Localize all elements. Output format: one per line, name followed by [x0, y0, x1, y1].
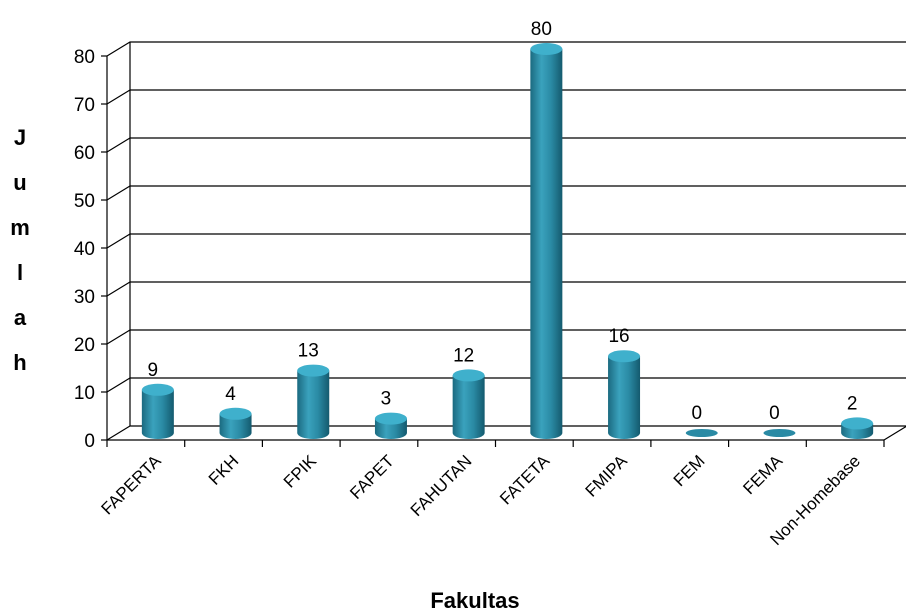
data-label: 80	[531, 19, 552, 40]
x-tick-label: FAHUTAN	[407, 451, 476, 520]
data-label: 3	[381, 389, 392, 410]
bars	[141, 43, 874, 440]
data-label: 4	[225, 384, 236, 405]
bar	[530, 43, 563, 440]
gridline	[106, 89, 906, 105]
gridline	[106, 329, 906, 345]
x-tick-label: FMIPA	[582, 451, 632, 501]
gridline	[106, 281, 906, 297]
data-label: 9	[148, 360, 159, 381]
data-labels: 9 4 13 3 12 80 16 0 0 2	[148, 19, 858, 424]
x-tick-label: FEM	[670, 451, 709, 490]
data-label: 13	[298, 341, 319, 362]
y-tick-label: 70	[74, 95, 95, 116]
axes	[101, 42, 906, 447]
bar	[763, 429, 796, 437]
y-tick-label: 50	[74, 191, 95, 212]
floor-right-edge	[883, 425, 906, 441]
y-tick-label: 40	[74, 239, 95, 260]
y-axis-label-char: h	[13, 350, 26, 375]
data-label: 0	[691, 403, 702, 424]
gridline	[106, 185, 906, 201]
y-axis-label-char: l	[17, 260, 23, 285]
data-label: 12	[453, 345, 474, 366]
x-axis-label: Fakultas	[430, 588, 519, 613]
bar	[685, 429, 718, 437]
x-tick-label: FPIK	[280, 451, 321, 492]
y-axis-label-char: m	[10, 215, 30, 240]
gridline	[106, 41, 906, 57]
gridline	[106, 233, 906, 249]
x-tick-label: FATETA	[496, 451, 554, 509]
y-tick-label: 30	[74, 287, 95, 308]
x-tick-label: FAPERTA	[98, 451, 166, 519]
bar	[219, 407, 252, 440]
y-tick-label: 80	[74, 47, 95, 68]
y-axis-label-char: a	[14, 305, 27, 330]
bar	[297, 364, 330, 440]
data-label: 2	[847, 393, 858, 414]
bar	[374, 412, 407, 440]
x-tick-label: FKH	[205, 451, 242, 488]
y-tick-label: 60	[74, 143, 95, 164]
x-tick-labels: FAPERTA FKH FPIK FAPET FAHUTAN FATETA FMIPA FEM…	[98, 451, 864, 549]
y-tick-label: 0	[84, 431, 95, 452]
y-tick-label: 10	[74, 383, 95, 404]
y-axis-label-char: J	[14, 125, 26, 150]
y-axis-label-char: u	[13, 170, 26, 195]
y-tick-label: 20	[74, 335, 95, 356]
bar	[452, 369, 485, 440]
data-label: 0	[769, 403, 780, 424]
y-tick-labels: 0 10 20 30 40 50 60 70 80	[74, 47, 95, 452]
x-tick-label: FEMA	[739, 451, 786, 498]
bar	[841, 417, 874, 440]
x-tick-label: FAPET	[346, 451, 398, 503]
data-label: 16	[608, 326, 629, 347]
bar	[141, 383, 174, 440]
gridline	[106, 137, 906, 153]
gridlines	[106, 41, 906, 441]
bar	[608, 350, 641, 440]
